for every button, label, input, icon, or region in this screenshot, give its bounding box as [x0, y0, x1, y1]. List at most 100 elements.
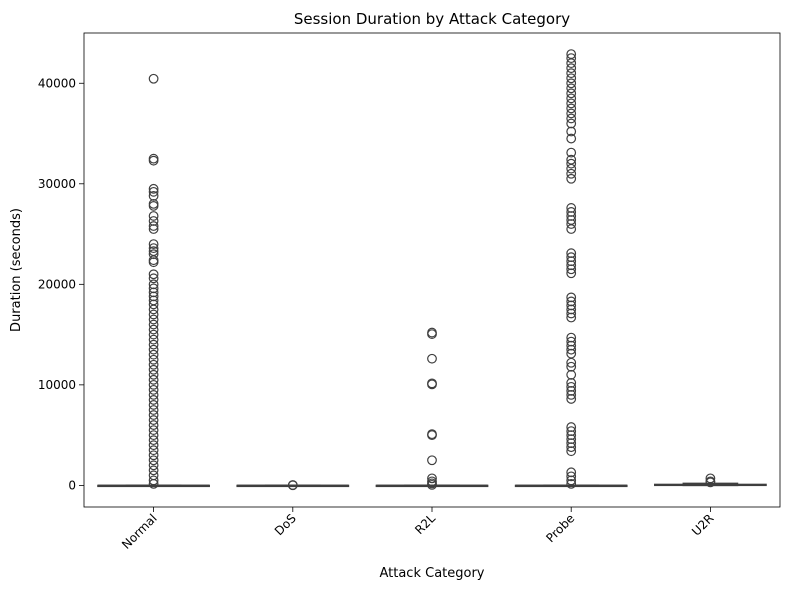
y-tick-label: 40000 [38, 76, 76, 90]
outlier-point [148, 239, 159, 250]
outlier-point [148, 445, 159, 456]
outlier-point [148, 339, 159, 350]
outlier-point [705, 473, 716, 484]
outlier-point [148, 273, 159, 284]
x-tick-label: Normal [119, 511, 160, 552]
outlier-point [148, 405, 159, 415]
outlier-point [148, 155, 159, 166]
outlier-point [148, 435, 159, 446]
outlier-point [566, 103, 577, 114]
outlier-point [148, 465, 159, 476]
y-tick-label: 10000 [38, 378, 76, 392]
outlier-point [427, 455, 437, 466]
outlier-point [148, 304, 159, 315]
outlier-point [148, 450, 159, 461]
outlier-point [148, 384, 159, 395]
outlier-point [566, 264, 577, 275]
outlier-point [148, 470, 159, 481]
x-axis-title: Attack Category [379, 566, 484, 581]
outlier-point [148, 211, 159, 221]
outlier-point [427, 473, 437, 484]
outlier-point [566, 163, 577, 174]
outlier-point [427, 479, 437, 490]
outlier-point [148, 73, 159, 84]
outlier-point [148, 440, 159, 451]
outlier-point [148, 243, 159, 254]
outlier-point [148, 390, 159, 400]
outlier-point [566, 68, 577, 79]
outlier-point [148, 415, 159, 425]
outlier-point [566, 118, 577, 129]
outlier-point [566, 126, 577, 137]
outlier-point [566, 446, 577, 457]
outlier-point [148, 299, 159, 310]
outlier-point [148, 374, 159, 385]
outlier-point [566, 83, 577, 94]
outlier-point [427, 353, 437, 364]
outlier-point [148, 430, 159, 441]
plot-frame [83, 32, 781, 508]
outlier-point [148, 216, 159, 226]
x-tick-label: U2R [689, 511, 716, 538]
outlier-point [566, 133, 577, 144]
outlier-point [566, 53, 577, 64]
outlier-point [148, 425, 159, 435]
x-tick-label: R2L [412, 511, 438, 537]
outlier-point [566, 224, 577, 234]
y-axis-title: Duration (seconds) [9, 208, 24, 332]
outlier-point [566, 63, 577, 74]
outlier-point [566, 147, 577, 158]
outlier-point [566, 108, 577, 119]
outlier-point [566, 308, 577, 319]
y-tick-label: 0 [68, 478, 76, 492]
outlier-point [566, 471, 577, 482]
outlier-point [148, 354, 159, 365]
outlier-point [148, 221, 159, 231]
outlier-point [566, 93, 577, 104]
outlier-point [566, 390, 577, 400]
outlier-point [566, 78, 577, 89]
outlier-point [566, 113, 577, 124]
outlier-point [566, 58, 577, 69]
chart-title: Session Duration by Attack Category [294, 10, 570, 28]
outlier-point [148, 334, 159, 345]
outlier-point [566, 369, 577, 380]
y-tick-label: 20000 [38, 277, 76, 291]
outlier-point [566, 98, 577, 109]
y-tick-label: 30000 [38, 177, 76, 191]
outlier-point [148, 400, 159, 410]
x-tick-label: Probe [543, 511, 577, 545]
outlier-point [566, 268, 577, 279]
outlier-point [148, 359, 159, 370]
outlier-point [566, 478, 577, 489]
outlier-point [148, 364, 159, 375]
outlier-point [566, 173, 577, 184]
outlier-point [148, 309, 159, 320]
outlier-point [148, 455, 159, 466]
outlier-point [148, 153, 159, 164]
outlier-point [148, 319, 159, 330]
outlier-point [148, 344, 159, 355]
outlier-point [148, 329, 159, 340]
outlier-point [566, 158, 577, 169]
outlier-point [427, 379, 437, 390]
outlier-point [148, 410, 159, 420]
outlier-point [148, 186, 159, 197]
outlier-point [287, 480, 298, 491]
outlier-point [148, 478, 159, 489]
outlier-point [705, 477, 716, 488]
outlier-point [148, 475, 159, 486]
outlier-point [148, 201, 159, 211]
outlier-point [148, 420, 159, 430]
outlier-point [566, 357, 577, 368]
outlier-point [427, 329, 437, 339]
outlier-point [148, 255, 159, 266]
outlier-point [566, 344, 577, 355]
outlier-point [148, 324, 159, 335]
outlier-point [566, 394, 577, 404]
outlier-point [148, 183, 159, 194]
outlier-point [148, 395, 159, 405]
outlier-point [566, 88, 577, 99]
outlier-point [566, 312, 577, 323]
